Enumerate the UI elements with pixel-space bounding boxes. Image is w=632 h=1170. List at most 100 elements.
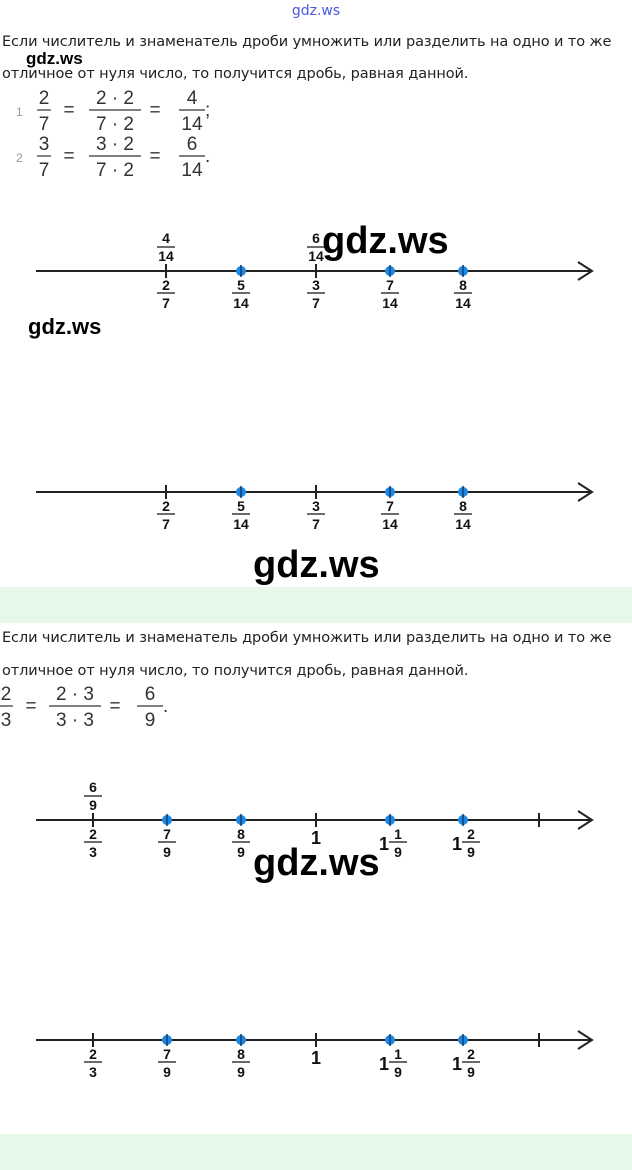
tick-label-whole: 1	[311, 1048, 321, 1068]
tick-label-above: 414	[157, 230, 175, 264]
tick-label-denominator: 7	[312, 295, 320, 311]
equation-3: 23=2 · 33 · 3=69.	[0, 684, 168, 731]
tick-mark: 1 2 9	[452, 814, 480, 860]
svg-text:=: =	[149, 100, 160, 121]
watermark: gdz.ws	[253, 842, 380, 884]
tick-mark: 514	[232, 265, 250, 311]
tick-label-denominator: 9	[467, 1064, 475, 1080]
tick-label-denominator: 9	[237, 844, 245, 860]
tick-mark: 1 19	[379, 814, 407, 860]
tick-label-numerator: 8	[459, 277, 467, 293]
tick-label-numerator: 7	[163, 826, 171, 842]
arrow-head-icon	[577, 810, 594, 830]
tick-label-denominator: 14	[382, 295, 398, 311]
tick-label-numerator: 7	[386, 277, 394, 293]
denominator: 14	[181, 114, 203, 135]
tick-mark: 814	[454, 265, 472, 311]
tick-label-denominator: 9	[467, 844, 475, 860]
tick-mark: 37	[307, 264, 325, 311]
tick-label-whole: 1	[452, 1054, 462, 1074]
fraction-middle: 3 · 2 7 · 2	[89, 134, 141, 181]
tick-label-numerator: 3	[312, 498, 320, 514]
above-denominator: 14	[158, 248, 174, 264]
fraction-right: 69	[137, 684, 163, 731]
tick-label-denominator: 9	[237, 1064, 245, 1080]
numerator: 2	[39, 88, 50, 109]
denominator: 3 · 3	[56, 710, 94, 731]
tick-label-denominator: 9	[163, 844, 171, 860]
tick-label-above: 614	[307, 230, 325, 264]
tick-label-numerator: 2	[162, 277, 170, 293]
tick-mark: 37	[307, 485, 325, 532]
rule-text-line-1: Если числитель и знаменатель дроби умнож…	[2, 34, 612, 50]
equation-number: 1	[16, 105, 23, 119]
tick-label-above: 69	[84, 779, 102, 813]
tick-label-numerator: 5	[237, 498, 245, 514]
fraction-left: 27	[37, 88, 51, 135]
svg-text:=: =	[63, 146, 74, 167]
numerator: 2 · 3	[56, 684, 94, 705]
tick-label-denominator: 9	[163, 1064, 171, 1080]
svg-text:=: =	[25, 696, 36, 717]
tick-mark: 79	[158, 1034, 176, 1080]
denominator: 14	[181, 160, 203, 181]
site-link[interactable]: gdz.ws	[291, 3, 341, 19]
denominator: 3	[1, 710, 12, 731]
equation-end: .	[205, 146, 210, 167]
tick-label-numerator: 2	[467, 1046, 475, 1062]
tick-label-numerator: 7	[163, 1046, 171, 1062]
tick-label-denominator: 9	[394, 1064, 402, 1080]
fraction-right: 614	[179, 134, 205, 181]
numerator: 4	[187, 88, 198, 109]
equations-section1: 127=2 · 27 · 2=414;237=3 · 27 · 2=614.	[16, 88, 210, 181]
tick-label-numerator: 2	[162, 498, 170, 514]
tick-label-whole: 1	[452, 834, 462, 854]
tick-mark: 1	[311, 813, 321, 848]
section-divider	[0, 587, 632, 623]
tick-mark: 1 2 9	[452, 1034, 480, 1080]
above-numerator: 4	[162, 230, 170, 246]
equation-end: ;	[205, 100, 210, 121]
equation-1: 127=2 · 27 · 2=414;237=3 · 27 · 2=614.	[16, 88, 210, 181]
watermark: gdz.ws	[26, 49, 83, 68]
tick-label-denominator: 9	[394, 844, 402, 860]
arrow-head-icon	[577, 482, 594, 502]
arrow-head-icon	[577, 261, 594, 281]
watermark: gdz.ws	[253, 544, 380, 586]
above-denominator: 9	[89, 797, 97, 813]
tick-mark: 27	[157, 485, 175, 532]
svg-text:=: =	[149, 146, 160, 167]
watermark: gdz.ws	[28, 314, 102, 339]
fraction-middle: 2 · 3 3 · 3	[49, 684, 101, 731]
tick-mark: 89	[232, 814, 250, 860]
above-denominator: 14	[308, 248, 324, 264]
tick-mark: 714	[381, 486, 399, 532]
numerator: 3 · 2	[96, 134, 134, 155]
arrow-head-icon	[577, 1030, 594, 1050]
fraction-left: 23	[0, 684, 13, 731]
tick-label-whole: 1	[379, 1054, 389, 1074]
tick-label-denominator: 14	[455, 516, 471, 532]
numerator: 3	[39, 134, 50, 155]
fraction-left: 37	[37, 134, 51, 181]
denominator: 7 · 2	[96, 160, 134, 181]
tick-label-numerator: 3	[312, 277, 320, 293]
tick-label-whole: 1	[311, 828, 321, 848]
tick-mark: 814	[454, 486, 472, 532]
tick-label-denominator: 7	[162, 516, 170, 532]
numerator: 6	[187, 134, 198, 155]
tick-label-denominator: 7	[312, 516, 320, 532]
tick-label-whole: 1	[379, 834, 389, 854]
tick-label-denominator: 14	[233, 516, 249, 532]
section-divider	[0, 1134, 632, 1170]
equation-section2: 23=2 · 33 · 3=69.	[0, 684, 168, 731]
tick-mark: 89	[232, 1034, 250, 1080]
tick-mark: 23	[84, 1033, 102, 1080]
tick-label-numerator: 1	[394, 826, 402, 842]
tick-mark: 79	[158, 814, 176, 860]
watermark: gdz.ws	[322, 220, 449, 262]
tick-label-numerator: 2	[89, 1046, 97, 1062]
